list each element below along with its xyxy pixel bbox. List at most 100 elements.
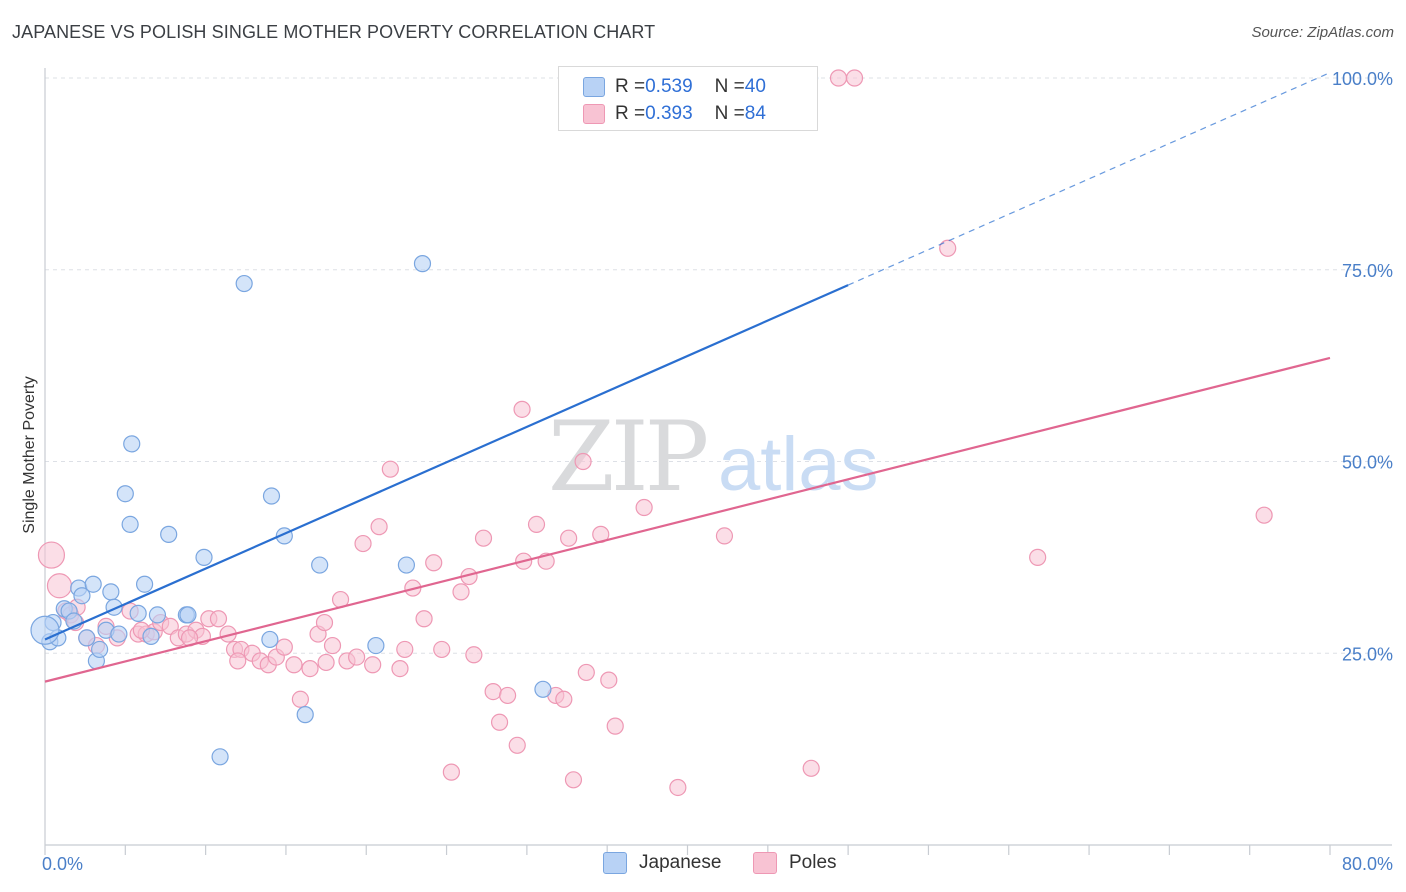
japanese-point [135,575,154,593]
japanese-point [129,604,147,622]
poles-point [845,69,864,87]
japanese-point [116,485,134,503]
watermark-atlas: atlas [718,422,879,507]
legend-n-value: 84 [744,103,766,124]
poles-series [37,69,1273,797]
trend-lines [44,72,1331,683]
japanese-point [235,274,253,293]
poles-point [577,663,595,682]
poles-point [527,515,546,533]
poles-point [560,529,578,547]
y-tick-label: 50.0% [1342,453,1393,473]
japanese-legend-swatch [603,852,627,874]
poles-point [285,656,303,674]
poles-point [415,610,433,628]
japanese-trend-extension [847,72,1331,286]
poles-point [802,759,820,777]
poles-swatch [583,104,605,124]
poles-point [606,717,624,735]
japanese-point [211,748,229,766]
x-tick-label: 0.0% [42,854,83,874]
poles-point [1029,548,1047,566]
poles-point [370,518,388,536]
poles-point [829,69,848,87]
japanese-point [110,625,128,643]
poles-point [1255,506,1273,524]
poles-legend-swatch [753,852,777,874]
poles-point [555,690,573,708]
japanese-point [367,636,385,655]
poles-point [452,583,470,601]
poles-point [425,554,443,572]
poles-point [317,653,335,672]
poles-point [600,671,618,689]
watermark-zip: ZIP [548,401,707,513]
legend-item-japanese[interactable]: Japanese [603,852,721,874]
japanese-point [413,255,432,273]
poles-point [474,529,493,547]
y-tick-label: 75.0% [1342,261,1393,281]
legend-row-poles: R = 0.393 N = 84 [583,102,766,126]
legend-label-poles: Poles [789,852,837,873]
japanese-point [91,640,109,659]
chart-title: JAPANESE VS POLISH SINGLE MOTHER POVERTY… [12,22,656,42]
source-label: Source: ZipAtlas.com [1251,24,1394,41]
legend-n-label: N = [714,76,745,97]
poles-point [513,400,531,418]
poles-point [275,638,293,656]
poles-point [442,763,460,781]
poles-point [37,541,66,569]
poles-point [508,736,526,754]
legend-n-label: N = [714,103,745,124]
japanese-point [121,515,139,533]
poles-point [301,659,319,678]
poles-point [364,656,382,674]
watermark: ZIP atlas [548,401,879,513]
y-tick-label: 25.0% [1342,644,1393,664]
grid-lines [45,77,1392,654]
japanese-point [123,435,141,453]
legend-item-poles[interactable]: Poles [753,852,837,874]
japanese-series [30,69,819,766]
poles-point [348,648,366,666]
japanese-point [397,556,416,574]
japanese-point [78,629,96,647]
tick-labels: 25.0% 50.0% 75.0% 100.0% 0.0% 80.0% [42,69,1393,874]
japanese-point [148,606,167,624]
y-axis-label: Single Mother Poverty [21,376,38,533]
correlation-legend: R = 0.539 N = 40 R = 0.393 N = 84 [558,66,818,131]
poles-point [490,713,509,731]
japanese-point [160,525,178,543]
poles-point [354,534,372,553]
poles-trend-line [44,356,1331,683]
y-tick-label: 100.0% [1332,69,1393,89]
poles-point [381,460,399,478]
poles-point [484,682,502,701]
japanese-point [179,606,197,624]
poles-point [433,640,451,659]
poles-point [939,239,957,257]
poles-point [396,640,414,659]
japanese-swatch [583,77,605,97]
japanese-point [142,627,160,645]
legend-r-value: 0.393 [645,103,693,124]
axes [44,68,1392,855]
poles-point [229,652,247,670]
x-tick-label: 80.0% [1342,854,1393,874]
japanese-point [30,615,60,645]
poles-point [499,686,517,705]
japanese-point [102,583,120,601]
legend-n-value: 40 [744,76,766,97]
japanese-point [262,487,281,505]
japanese-point [311,556,329,574]
series-legend: Japanese Poles [0,852,1406,878]
poles-point [715,527,734,545]
poles-point [315,613,334,632]
poles-point [323,636,342,655]
poles-point [46,573,73,599]
poles-point [291,690,309,708]
japanese-point [296,706,314,724]
legend-r-label: R = [615,103,646,124]
japanese-point [84,575,102,593]
